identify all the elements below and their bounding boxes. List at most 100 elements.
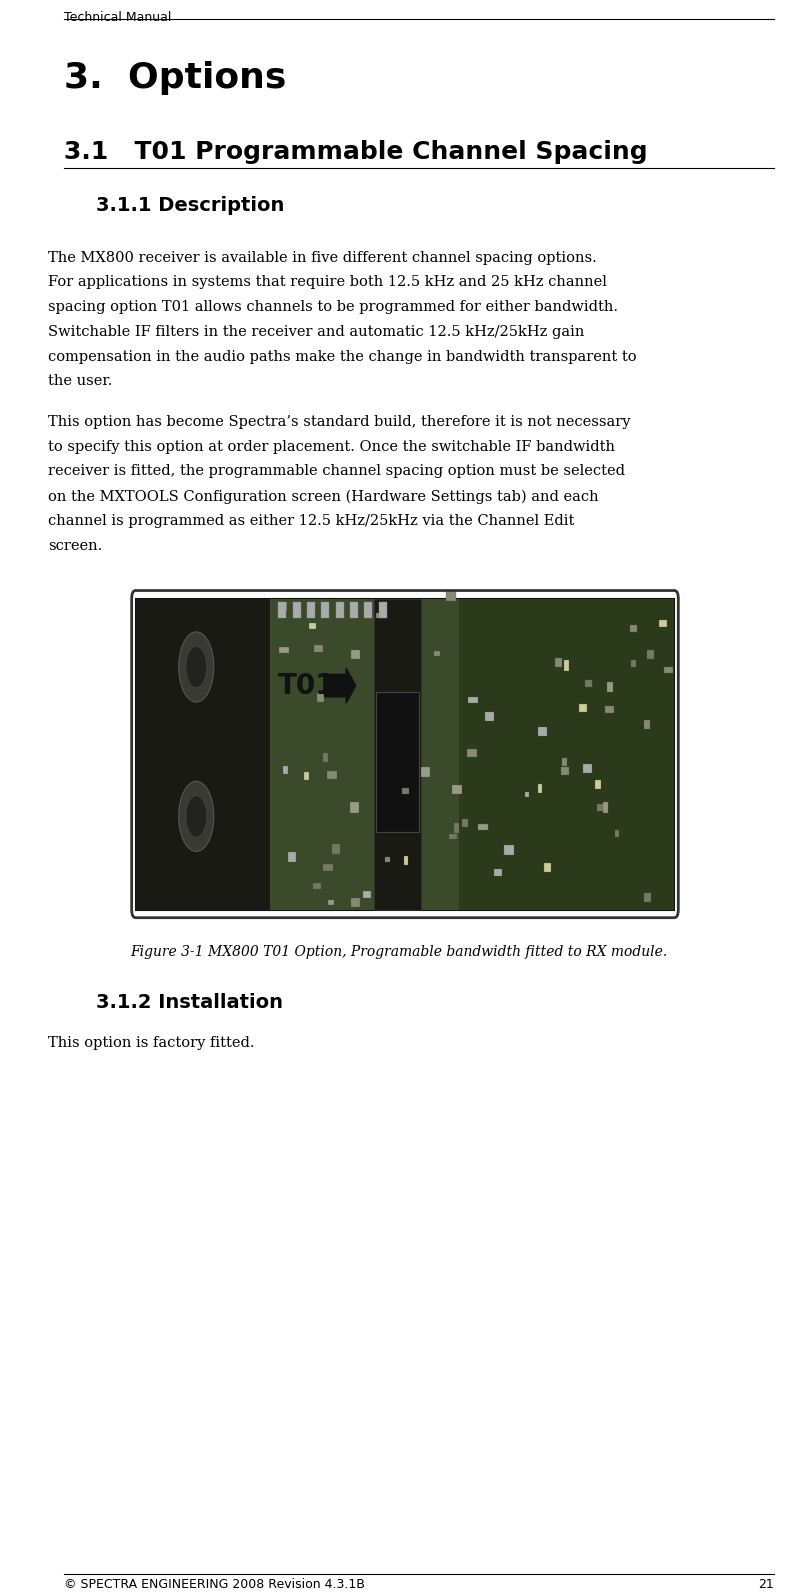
Bar bbox=[461, 819, 468, 827]
Bar bbox=[597, 804, 607, 811]
Text: 3.1.1 Description: 3.1.1 Description bbox=[96, 196, 284, 215]
Text: T01: T01 bbox=[279, 672, 336, 699]
Circle shape bbox=[186, 796, 207, 838]
Bar bbox=[293, 602, 301, 618]
Bar bbox=[468, 697, 478, 704]
Bar bbox=[538, 728, 547, 736]
Bar bbox=[307, 602, 315, 618]
Circle shape bbox=[186, 646, 207, 688]
Bar bbox=[385, 857, 390, 862]
Bar bbox=[379, 602, 387, 618]
Circle shape bbox=[179, 782, 214, 852]
Text: Figure 3-1 MX800 T01 Option, Programable bandwidth fitted to RX module.: Figure 3-1 MX800 T01 Option, Programable… bbox=[130, 945, 668, 959]
Bar bbox=[504, 844, 514, 855]
Bar bbox=[421, 766, 429, 777]
Bar bbox=[282, 766, 288, 774]
Bar bbox=[562, 758, 567, 766]
Bar bbox=[271, 598, 459, 910]
Text: on the MXTOOLS Configuration screen (Hardware Settings tab) and each: on the MXTOOLS Configuration screen (Har… bbox=[48, 488, 598, 504]
Bar bbox=[484, 712, 494, 721]
Bar bbox=[585, 680, 592, 686]
Text: Technical Manual: Technical Manual bbox=[64, 11, 172, 24]
Bar bbox=[402, 788, 409, 795]
Bar bbox=[351, 650, 360, 659]
Bar bbox=[363, 891, 371, 899]
Bar bbox=[136, 598, 674, 910]
Bar bbox=[351, 899, 360, 908]
Bar bbox=[544, 862, 551, 871]
Text: © SPECTRA ENGINEERING 2008 Revision 4.3.1B: © SPECTRA ENGINEERING 2008 Revision 4.3.… bbox=[64, 1578, 365, 1591]
Bar bbox=[630, 626, 638, 632]
Bar bbox=[304, 772, 309, 780]
Bar bbox=[288, 852, 296, 862]
Bar bbox=[434, 651, 440, 656]
Bar bbox=[365, 602, 373, 618]
Text: Switchable IF filters in the receiver and automatic 12.5 kHz/25kHz gain: Switchable IF filters in the receiver an… bbox=[48, 326, 584, 338]
Bar bbox=[404, 855, 409, 865]
Bar bbox=[323, 863, 334, 871]
Text: compensation in the audio paths make the change in bandwidth transparent to: compensation in the audio paths make the… bbox=[48, 350, 637, 364]
Bar bbox=[644, 894, 651, 902]
Bar bbox=[279, 602, 286, 611]
Text: spacing option T01 allows channels to be programmed for either bandwidth.: spacing option T01 allows channels to be… bbox=[48, 300, 618, 314]
Bar bbox=[603, 803, 608, 812]
Text: 21: 21 bbox=[758, 1578, 774, 1591]
Text: The MX800 receiver is available in five different channel spacing options.: The MX800 receiver is available in five … bbox=[48, 251, 597, 265]
Bar bbox=[377, 613, 382, 618]
Text: For applications in systems that require both 12.5 kHz and 25 kHz channel: For applications in systems that require… bbox=[48, 275, 606, 289]
Bar bbox=[538, 784, 542, 793]
Bar bbox=[279, 602, 286, 618]
Bar bbox=[327, 771, 338, 779]
Text: 3.  Options: 3. Options bbox=[64, 61, 286, 94]
Bar bbox=[332, 686, 338, 693]
Text: the user.: the user. bbox=[48, 375, 113, 388]
Bar bbox=[336, 602, 344, 618]
Bar bbox=[452, 785, 462, 795]
Bar bbox=[317, 693, 323, 702]
Bar bbox=[631, 659, 636, 667]
Bar bbox=[525, 792, 530, 796]
Text: 3.1   T01 Programmable Channel Spacing: 3.1 T01 Programmable Channel Spacing bbox=[64, 140, 647, 164]
Bar bbox=[605, 705, 614, 713]
Bar bbox=[494, 870, 503, 876]
Bar bbox=[332, 844, 340, 854]
Text: This option is factory fitted.: This option is factory fitted. bbox=[48, 1036, 255, 1050]
Bar bbox=[377, 693, 419, 832]
Bar bbox=[647, 650, 654, 659]
Bar bbox=[136, 598, 271, 910]
Text: This option has become Spectra’s standard build, therefore it is not necessary: This option has become Spectra’s standar… bbox=[48, 415, 630, 429]
Bar bbox=[459, 598, 674, 910]
Text: channel is programmed as either 12.5 kHz/25kHz via the Channel Edit: channel is programmed as either 12.5 kHz… bbox=[48, 514, 575, 528]
Text: receiver is fitted, the programmable channel spacing option must be selected: receiver is fitted, the programmable cha… bbox=[48, 464, 625, 479]
Bar bbox=[323, 753, 328, 761]
Bar bbox=[329, 900, 334, 905]
Bar bbox=[665, 667, 674, 674]
Bar bbox=[374, 598, 421, 910]
Bar bbox=[454, 824, 459, 833]
Bar bbox=[279, 646, 289, 653]
Circle shape bbox=[179, 632, 214, 702]
Bar bbox=[561, 766, 569, 776]
Bar bbox=[322, 602, 330, 618]
Bar bbox=[555, 658, 562, 667]
Bar bbox=[350, 803, 358, 812]
Text: screen.: screen. bbox=[48, 539, 102, 552]
Text: to specify this option at order placement. Once the switchable IF bandwidth: to specify this option at order placemen… bbox=[48, 439, 615, 453]
Bar bbox=[606, 681, 613, 691]
Bar bbox=[615, 830, 619, 836]
Bar bbox=[449, 833, 457, 839]
Bar bbox=[644, 720, 650, 729]
Bar bbox=[310, 622, 316, 629]
FancyArrow shape bbox=[325, 669, 356, 704]
Bar bbox=[659, 621, 667, 627]
Bar bbox=[350, 602, 358, 618]
Bar bbox=[314, 645, 323, 651]
Bar bbox=[579, 704, 587, 712]
Bar bbox=[595, 780, 601, 788]
Bar bbox=[564, 659, 569, 670]
Bar bbox=[583, 764, 592, 772]
Bar bbox=[446, 591, 456, 600]
Text: 3.1.2 Installation: 3.1.2 Installation bbox=[96, 993, 282, 1012]
Bar bbox=[467, 749, 477, 757]
Bar bbox=[478, 824, 488, 830]
